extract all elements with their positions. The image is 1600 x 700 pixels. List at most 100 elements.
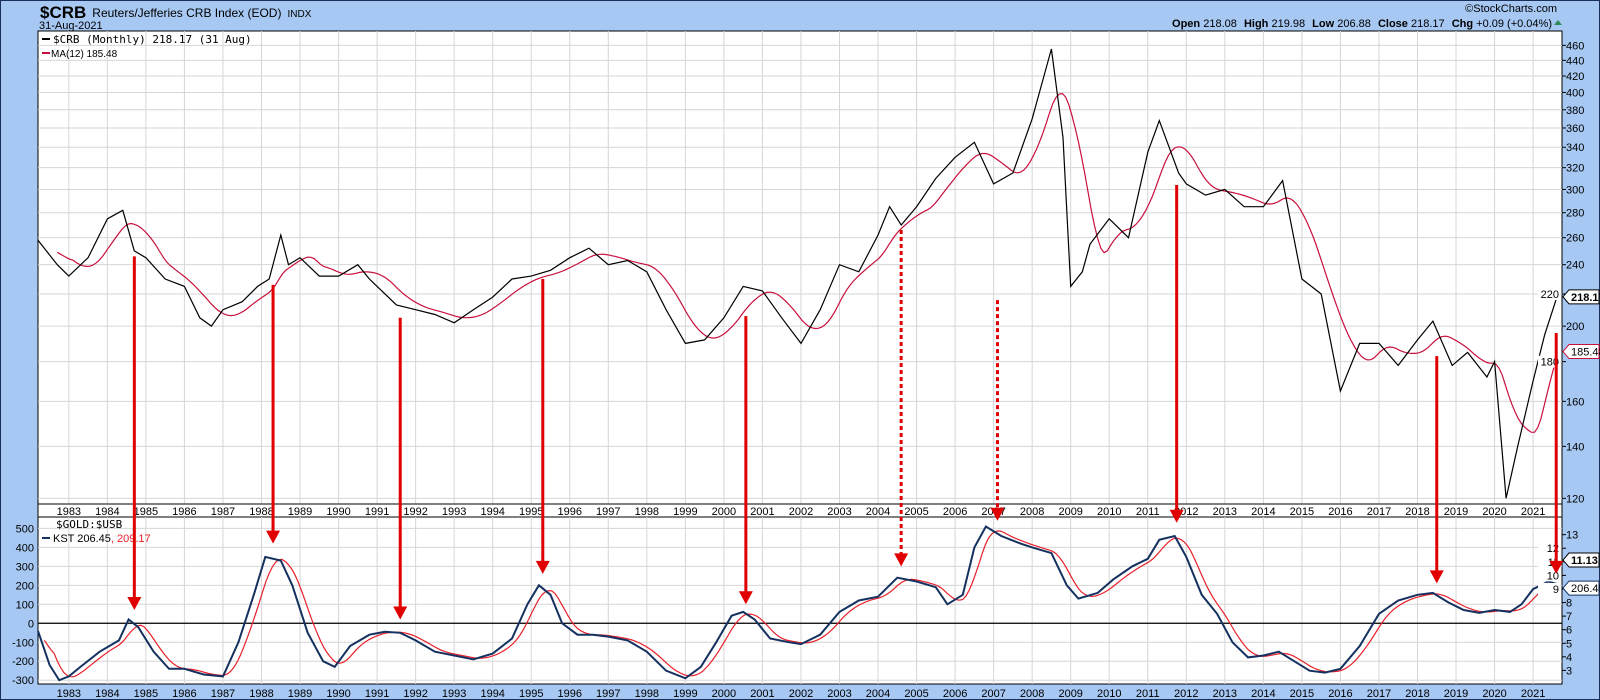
x-tick-label: 2010 xyxy=(1097,688,1121,700)
arrow-head xyxy=(393,606,408,620)
annotation-arrow xyxy=(1429,356,1444,584)
x-tick-label: 2008 xyxy=(1020,506,1044,518)
x-tick-label: 2012 xyxy=(1174,688,1198,700)
x-tick-label: 2014 xyxy=(1251,688,1275,700)
kst-line xyxy=(37,525,1558,682)
x-tick-label: 2001 xyxy=(750,688,774,700)
x-tick-label: 1996 xyxy=(558,506,582,518)
x-tick-label: 1999 xyxy=(673,688,697,700)
annotation-arrow xyxy=(894,229,909,567)
close-value: 218.17 xyxy=(1411,18,1445,30)
right-y-tick-label: 4 xyxy=(1566,652,1572,664)
right-y-tick-label: 7 xyxy=(1566,611,1572,623)
header-symbol: $CRB xyxy=(40,3,86,22)
kst-tag: 206.45 xyxy=(1562,580,1600,596)
x-tick-label: 1995 xyxy=(519,688,543,700)
y-tick-label: 200 xyxy=(1566,321,1584,333)
arrow-head xyxy=(894,553,909,567)
x-tick-label: 2003 xyxy=(827,688,851,700)
header-name: Reuters/Jefferies CRB Index (EOD) xyxy=(92,6,281,20)
x-tick-label: 2004 xyxy=(866,688,890,700)
legend-ma: MA(12) 185.48 xyxy=(51,49,118,60)
arrow-head xyxy=(266,530,281,544)
y-tick-label: 340 xyxy=(1566,142,1584,154)
y-tick-label: 440 xyxy=(1566,55,1584,67)
arrow-head xyxy=(1429,570,1444,584)
annotation-arrow xyxy=(1169,184,1184,523)
x-tick-label: 2017 xyxy=(1367,688,1391,700)
x-tick-label: 2002 xyxy=(789,506,813,518)
x-tick-label: 2006 xyxy=(943,506,967,518)
right-y-tick-label: 9 xyxy=(1553,584,1559,596)
right-y-tick-label: 5 xyxy=(1566,638,1572,650)
x-tick-label: 1995 xyxy=(519,506,543,518)
x-tick-label: 2015 xyxy=(1290,506,1314,518)
x-tick-label: 1997 xyxy=(596,688,620,700)
annotation-arrow xyxy=(990,300,1005,521)
x-tick-label: 1989 xyxy=(288,688,312,700)
open-value: 218.08 xyxy=(1203,18,1237,30)
x-tick-label: 1998 xyxy=(635,506,659,518)
x-tick-label: 2006 xyxy=(943,688,967,700)
last-price-tag-box xyxy=(1562,289,1600,305)
left-y-tick-label: 100 xyxy=(16,599,34,611)
legend-crb: $CRB (Monthly) 218.17 (31 Aug) xyxy=(53,33,252,46)
y-tick-label: 300 xyxy=(1566,184,1584,196)
chg-label: Chg xyxy=(1452,18,1473,30)
x-tick-label: 1984 xyxy=(95,506,119,518)
x-tick-label: 2021 xyxy=(1521,688,1545,700)
upper-x-axis: 1983 1984 1985 1986 1987 1988 1989 1990 1991 1992… xyxy=(57,506,1546,518)
annotation-arrow xyxy=(266,284,281,544)
lower-series xyxy=(37,525,1558,682)
right-y-tick-label-bg xyxy=(1538,582,1560,595)
legend-kst: KST 206.45, 209.17 xyxy=(53,533,151,545)
x-tick-label: 1983 xyxy=(57,688,81,700)
annotation-arrow xyxy=(127,256,142,610)
last-price-tag: 218.17 xyxy=(1562,289,1600,305)
upper-value-tags: 218.17 185.48 xyxy=(1562,289,1600,360)
arrow-head xyxy=(1169,509,1184,523)
x-tick-label: 2014 xyxy=(1251,506,1275,518)
x-tick-label: 2007 xyxy=(981,688,1005,700)
lower-x-axis: 1983 1984 1985 1986 1987 1988 1989 1990 1991 1992… xyxy=(57,688,1546,700)
x-tick-label: 1984 xyxy=(95,688,119,700)
x-tick-label: 2000 xyxy=(712,506,736,518)
kst-tag-text: 206.45 xyxy=(1571,583,1600,595)
x-tick-label: 1990 xyxy=(326,688,350,700)
x-tick-label: 1998 xyxy=(635,688,659,700)
x-tick-label: 2018 xyxy=(1405,688,1429,700)
x-tick-label: 2000 xyxy=(712,688,736,700)
y-tick-label: 160 xyxy=(1566,396,1584,408)
x-tick-label: 2018 xyxy=(1405,506,1429,518)
close-label: Close xyxy=(1378,18,1408,30)
y-tick-label: 320 xyxy=(1566,163,1584,175)
upper-legend: $CRB (Monthly) 218.17 (31 Aug) MA(12) 18… xyxy=(42,33,252,60)
upper-grid xyxy=(38,31,1562,504)
y-tick-label: 140 xyxy=(1566,441,1584,453)
x-tick-label: 1994 xyxy=(480,506,504,518)
y-tick-label: 260 xyxy=(1566,233,1584,245)
x-tick-label: 1992 xyxy=(403,506,427,518)
y-tick-label: 380 xyxy=(1566,105,1584,117)
upper-y-axis: 120 140 160 180 200 220 240 260 280 300 320 340 360 3… xyxy=(1538,40,1584,505)
high-label: High xyxy=(1244,18,1269,30)
right-y-tick-label-bg xyxy=(1538,542,1560,555)
lower-value-tags: 11.13 206.45 xyxy=(1562,552,1600,596)
y-tick-label-bg xyxy=(1538,287,1560,300)
lower-plot-area xyxy=(37,516,1563,685)
last-ma-tag: 185.48 xyxy=(1562,344,1600,360)
x-tick-label: 1986 xyxy=(172,688,196,700)
right-y-tick-label: 3 xyxy=(1566,665,1572,677)
arrow-head xyxy=(127,596,142,610)
arrow-head xyxy=(535,560,550,574)
x-tick-label: 1985 xyxy=(134,688,158,700)
low-label: Low xyxy=(1312,18,1334,30)
kst-tag-box xyxy=(1562,580,1600,596)
x-tick-label: 1999 xyxy=(673,506,697,518)
y-tick-label: 180 xyxy=(1541,357,1559,369)
x-tick-label: 2001 xyxy=(750,506,774,518)
open-label: Open xyxy=(1172,18,1200,30)
x-tick-label: 1983 xyxy=(57,506,81,518)
x-tick-label: 1987 xyxy=(211,506,235,518)
